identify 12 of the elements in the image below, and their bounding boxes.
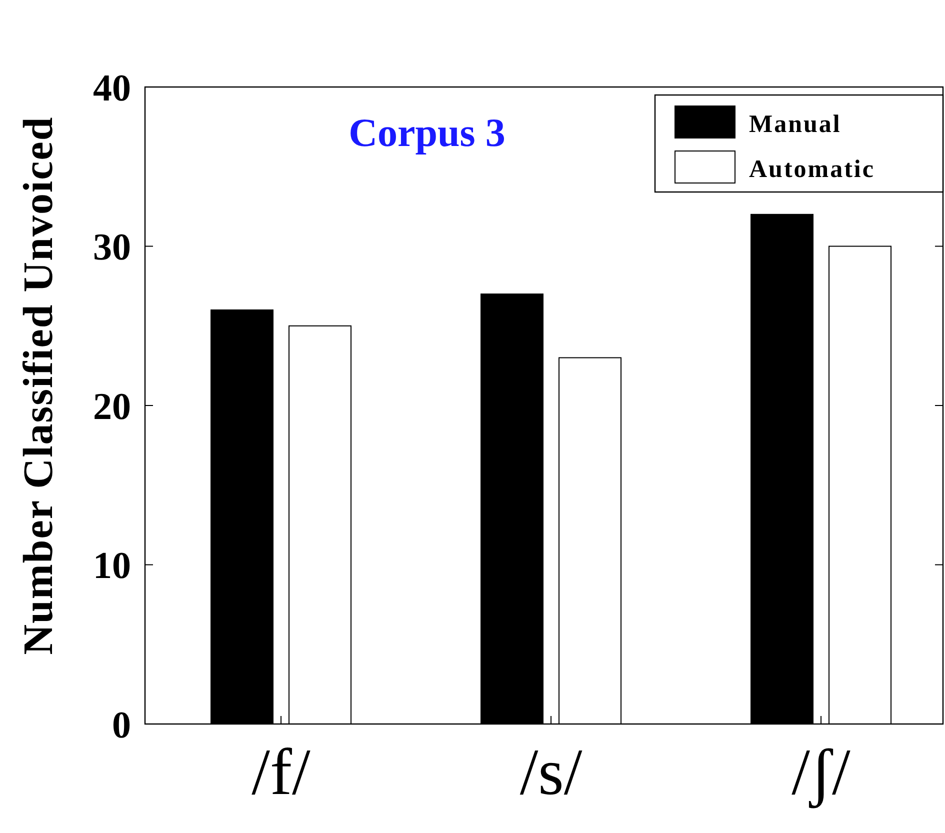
y-tick-label: 10 [93, 545, 131, 588]
legend-label: Automatic [749, 156, 875, 183]
y-tick-label: 0 [112, 704, 131, 746]
text: Corpus 3 [348, 110, 506, 155]
x-tick-label: /f/ [252, 736, 311, 809]
y-axis-title: Number Classified Unvoiced [16, 116, 62, 655]
x-tick-label: /s/ [520, 736, 583, 809]
y-tick-label: 30 [93, 226, 131, 269]
x-tick-label: /ʃ/ [792, 736, 851, 809]
y-tick-label: 20 [93, 386, 131, 428]
legend-label: Manual [749, 110, 842, 138]
y-tick-label: 40 [93, 67, 131, 110]
